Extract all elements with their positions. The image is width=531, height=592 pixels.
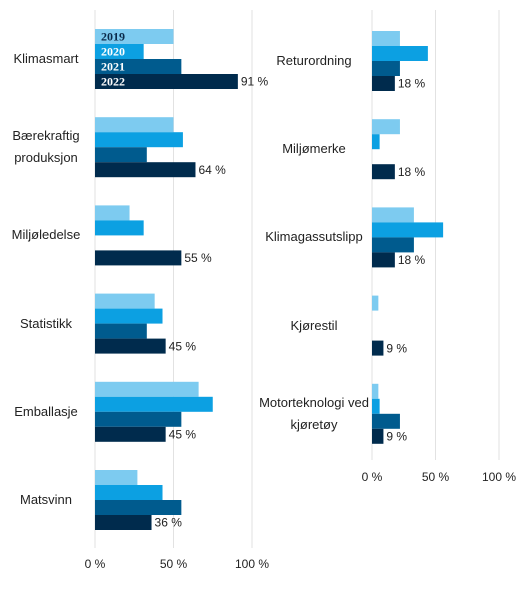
bar [372,428,384,444]
bar [372,340,384,356]
category-label: Bærekraftig produksjon [12,128,80,166]
bar [95,162,196,178]
bar [372,222,444,238]
x-tick-label: 0 % [362,470,383,484]
value-label: 64 % [198,163,226,177]
bar [95,308,163,324]
bar [372,383,379,399]
x-tick-label: 50 % [422,470,450,484]
bar [95,59,182,74]
x-tick-label: 0 % [85,557,106,571]
legend-label: 2020 [101,44,125,58]
value-label: 36 % [155,516,183,530]
bar [95,74,238,89]
bar [372,61,400,76]
value-label: 45 % [169,339,197,353]
bar [372,31,400,46]
category-label: Klimagassutslipp [265,229,363,245]
bar [95,396,213,412]
x-tick-label: 100 % [482,470,516,484]
category-label: Matsvinn [19,492,73,507]
bar [95,205,130,221]
x-tick-label: 100 % [235,557,269,571]
bar [372,237,414,253]
value-label: 55 % [184,251,212,265]
category-label: Statistikk [19,315,72,331]
legend-label: 2022 [101,74,125,88]
legend-label: 2021 [101,59,125,73]
bar [372,134,380,150]
category-label: Returordning [276,53,352,68]
value-label: 45 % [169,427,197,441]
bar [95,220,144,236]
bar [372,295,379,311]
bar [372,413,400,429]
bar [95,500,182,515]
bar [95,515,152,530]
category-label: Miljøledelse [11,227,81,243]
bar [95,29,174,44]
value-label: 18 % [398,77,426,91]
bar [372,119,400,135]
bar [95,381,199,397]
bar [95,323,147,339]
bar [95,485,163,500]
bar [95,426,166,442]
category-label: Klimasmart [13,51,79,66]
value-label: 18 % [398,253,426,267]
value-label: 18 % [398,165,426,179]
bar [95,411,182,427]
bar [95,338,166,354]
bar [372,252,395,268]
legend-label: 2019 [101,29,125,43]
category-label: Motorteknologi ved kjøretøy [259,394,369,432]
category-label: Kjørestil [290,317,338,333]
bar [95,44,144,59]
value-label: 91 % [241,75,269,89]
value-label: 9 % [386,341,407,355]
bar [372,207,414,223]
value-label: 9 % [386,429,407,443]
bar [372,46,428,61]
bar [372,164,395,180]
category-label: Emballasje [14,403,78,419]
category-label: Miljømerke [282,141,346,157]
bar [95,147,147,163]
bar [372,398,380,414]
bar [95,470,138,485]
x-tick-label: 50 % [160,557,188,571]
bar [95,132,183,148]
bar [95,293,155,309]
bar [372,76,395,91]
bar [95,250,182,266]
bar [95,117,174,133]
